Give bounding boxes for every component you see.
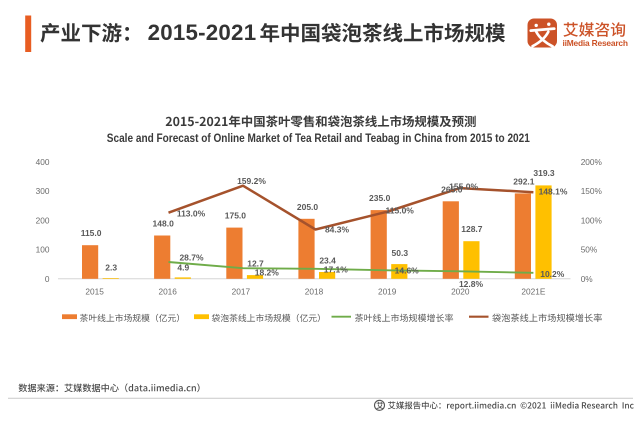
- svg-text:2020: 2020: [451, 287, 470, 297]
- svg-text:2015: 2015: [85, 287, 104, 297]
- svg-text:0%: 0%: [581, 274, 594, 284]
- svg-text:17.1%: 17.1%: [324, 264, 349, 274]
- svg-text:2017: 2017: [232, 287, 251, 297]
- svg-text:10.2%: 10.2%: [540, 269, 565, 279]
- svg-text:2019: 2019: [378, 287, 397, 297]
- svg-text:28.7%: 28.7%: [179, 253, 204, 263]
- svg-text:12.7: 12.7: [247, 259, 264, 269]
- svg-text:205.0: 205.0: [297, 202, 319, 212]
- svg-text:iiMedia Research: iiMedia Research: [563, 38, 629, 48]
- svg-text:2015-2021: 2015-2021: [148, 20, 257, 45]
- svg-text:12.8%: 12.8%: [459, 279, 484, 289]
- svg-text:200%: 200%: [581, 157, 603, 167]
- svg-text:148.1%: 148.1%: [539, 186, 568, 196]
- svg-text:115.0%: 115.0%: [386, 206, 415, 216]
- svg-text:292.1: 292.1: [513, 176, 535, 186]
- svg-text:2021E: 2021E: [521, 287, 545, 297]
- svg-text:Scale and Forecast of Online M: Scale and Forecast of Online Market of T…: [107, 131, 530, 145]
- svg-text:18.2%: 18.2%: [255, 268, 280, 278]
- svg-text:2016: 2016: [158, 287, 177, 297]
- svg-text:115.0: 115.0: [81, 228, 102, 238]
- svg-text:159.2%: 159.2%: [237, 176, 266, 186]
- svg-text:265.0: 265.0: [441, 184, 463, 194]
- svg-text:50.3: 50.3: [392, 248, 409, 258]
- svg-text:155.0%: 155.0%: [449, 181, 478, 191]
- svg-text:84.3%: 84.3%: [325, 225, 350, 235]
- svg-text:148.0: 148.0: [153, 219, 175, 229]
- svg-text:23.4: 23.4: [319, 255, 336, 265]
- svg-text:128.7: 128.7: [461, 224, 483, 234]
- svg-text:4.9: 4.9: [177, 262, 189, 272]
- svg-text:319.3: 319.3: [533, 168, 555, 178]
- svg-text:113.0%: 113.0%: [177, 208, 206, 218]
- svg-text:200: 200: [36, 215, 50, 225]
- svg-text:2.3: 2.3: [105, 263, 117, 273]
- svg-text:150%: 150%: [581, 186, 603, 196]
- svg-text:400: 400: [36, 157, 50, 167]
- svg-text:300: 300: [36, 186, 50, 196]
- svg-text:175.0: 175.0: [225, 211, 247, 221]
- svg-text:235.0: 235.0: [369, 193, 391, 203]
- svg-text:0: 0: [45, 274, 50, 284]
- svg-text:100: 100: [36, 245, 50, 255]
- svg-text:14.6%: 14.6%: [395, 265, 420, 275]
- svg-text:100%: 100%: [581, 215, 603, 225]
- svg-text:2018: 2018: [305, 287, 324, 297]
- svg-text:50%: 50%: [581, 245, 598, 255]
